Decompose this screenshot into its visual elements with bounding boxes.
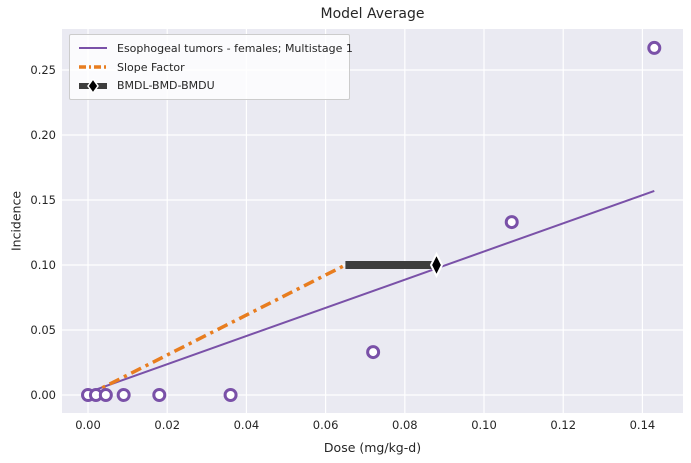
x-tick-label: 0.04: [234, 418, 260, 432]
data-point: [223, 387, 238, 402]
x-tick-label: 0.02: [154, 418, 180, 432]
x-tick-label: 0.08: [392, 418, 418, 432]
y-tick-label: 0.10: [30, 258, 56, 272]
y-tick-label: 0.00: [30, 388, 56, 402]
y-tick-label: 0.15: [30, 193, 56, 207]
data-point: [98, 387, 113, 402]
x-tick-label: 0.00: [75, 418, 101, 432]
x-tick-label: 0.10: [471, 418, 497, 432]
y-tick-label: 0.05: [30, 323, 56, 337]
legend-row: BMDL-BMD-BMDU: [78, 76, 341, 95]
bmd-diamond-marker: [429, 251, 444, 279]
tick-labels: 0.00 0.02 0.04 0.06 0.08 0.10 0.12 0.14 0.00 0.05…: [30, 63, 655, 432]
x-tick-label: 0.14: [630, 418, 656, 432]
legend-label: Slope Factor: [117, 60, 185, 74]
data-point: [504, 215, 519, 230]
chart-title: Model Average: [320, 6, 425, 22]
data-point: [647, 40, 662, 55]
data-point: [152, 387, 167, 402]
y-tick-label: 0.25: [30, 63, 56, 77]
x-tick-label: 0.12: [550, 418, 576, 432]
y-tick-label: 0.20: [30, 128, 56, 142]
model-curve: [87, 189, 655, 394]
model-line-legend-icon: [79, 47, 107, 50]
scatter-points: [81, 40, 662, 402]
legend-row: Slope Factor: [78, 58, 341, 77]
legend-label: Esophogeal tumors - females; Multistage …: [117, 41, 353, 55]
data-point: [366, 345, 381, 360]
x-tick-label: 0.06: [313, 418, 339, 432]
legend-label: BMDL-BMD-BMDU: [117, 79, 215, 93]
bmd-interval-legend-icon: [79, 78, 107, 93]
legend-row: Esophogeal tumors - females; Multistage …: [78, 39, 353, 58]
slope-factor-legend-icon: [79, 65, 107, 69]
x-axis-label: Dose (mg/kg-d): [323, 440, 422, 455]
y-axis-label: Incidence: [8, 190, 24, 252]
data-point: [116, 387, 131, 402]
legend: Esophogeal tumors - females; Multistage …: [69, 34, 353, 101]
